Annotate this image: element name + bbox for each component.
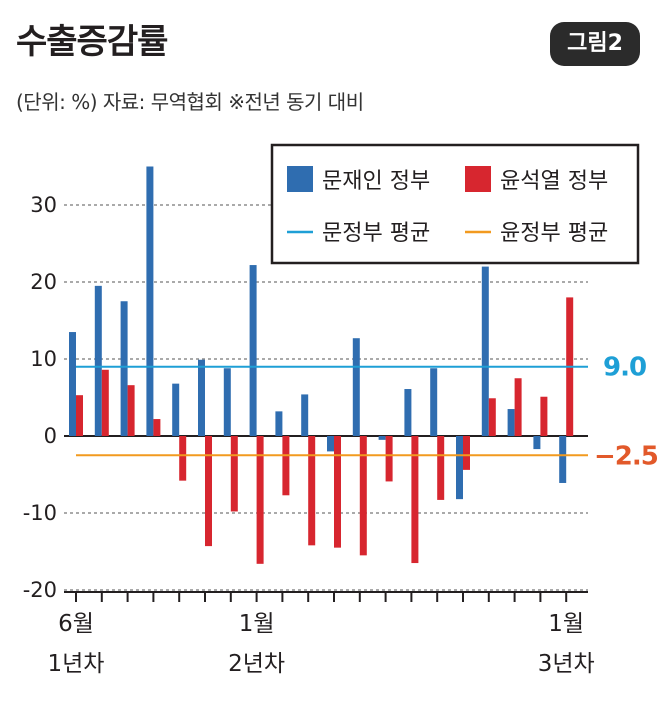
- bar-moon: [327, 436, 334, 452]
- bar-yoon: [101, 369, 109, 436]
- x-tick-label: 1월: [239, 611, 275, 637]
- bar-yoon: [256, 436, 264, 564]
- avg-label-yoon: −2.5: [594, 441, 658, 471]
- chart-subtitle: (단위: %) 자료: 무역협회 ※전년 동기 대비: [16, 90, 364, 114]
- bar-yoon: [540, 396, 548, 436]
- bar-yoon: [179, 436, 187, 481]
- legend-label-moon: 문재인 정부: [322, 169, 430, 194]
- bar-moon: [120, 301, 128, 436]
- bar-moon: [456, 436, 463, 500]
- bar-yoon: [230, 436, 238, 512]
- chart-title: 수출증감률: [16, 22, 168, 62]
- bar-yoon: [359, 436, 367, 556]
- bar-moon: [404, 389, 412, 436]
- bar-moon: [378, 436, 386, 440]
- bar-yoon: [334, 436, 341, 548]
- y-tick-label: -10: [23, 501, 57, 525]
- x-tick-label: 1월: [548, 611, 584, 637]
- bar-yoon: [463, 436, 470, 470]
- bar-moon: [533, 436, 541, 450]
- bar-yoon: [514, 378, 522, 436]
- bar-yoon: [488, 398, 496, 436]
- figure-badge: 그림2: [550, 22, 640, 66]
- avg-label-moon: 9.0: [603, 353, 646, 383]
- bar-yoon: [153, 419, 161, 436]
- y-tick-label: -20: [23, 578, 57, 602]
- bar-yoon: [411, 436, 419, 564]
- bar-yoon: [437, 436, 445, 500]
- bar-moon: [94, 285, 102, 436]
- bar-yoon: [385, 436, 393, 482]
- y-tick-label: 0: [44, 424, 57, 448]
- x-tick-sublabel: 3년차: [538, 651, 595, 677]
- y-tick-label: 30: [30, 193, 57, 217]
- bar-moon: [301, 394, 309, 436]
- legend-label-yoon: 윤석열 정부: [500, 169, 608, 194]
- bar-moon: [69, 332, 76, 436]
- bar-moon: [146, 166, 154, 436]
- bar-moon: [249, 265, 257, 436]
- bar-moon: [223, 368, 231, 436]
- legend-label-moon-avg: 문정부 평균: [322, 221, 430, 246]
- y-tick-label: 20: [30, 270, 57, 294]
- bar-moon: [559, 436, 567, 483]
- bar-moon: [352, 338, 360, 436]
- average-lines: 9.0 −2.5: [76, 353, 658, 471]
- bar-moon: [481, 266, 489, 436]
- x-tick-sublabel: 2년차: [228, 651, 285, 677]
- bar-yoon: [282, 436, 290, 496]
- bar-moon: [275, 411, 283, 436]
- bar-yoon: [308, 436, 316, 546]
- bar-yoon: [205, 436, 212, 547]
- bar-moon: [198, 359, 205, 436]
- bar-yoon: [127, 385, 135, 436]
- bar-moon: [507, 409, 515, 436]
- legend-label-yoon-avg: 윤정부 평균: [500, 221, 608, 246]
- bar-moon: [430, 368, 438, 436]
- bar-yoon: [76, 395, 83, 436]
- y-tick-label: 10: [30, 347, 57, 371]
- legend-swatch-yoon: [465, 166, 491, 192]
- legend: 문재인 정부 윤석열 정부 문정부 평균 윤정부 평균: [270, 143, 640, 265]
- x-tick-sublabel: 1년차: [48, 651, 105, 677]
- x-tick-label: 6월: [58, 611, 94, 637]
- legend-swatch-moon: [287, 166, 313, 192]
- bar-moon: [172, 383, 180, 436]
